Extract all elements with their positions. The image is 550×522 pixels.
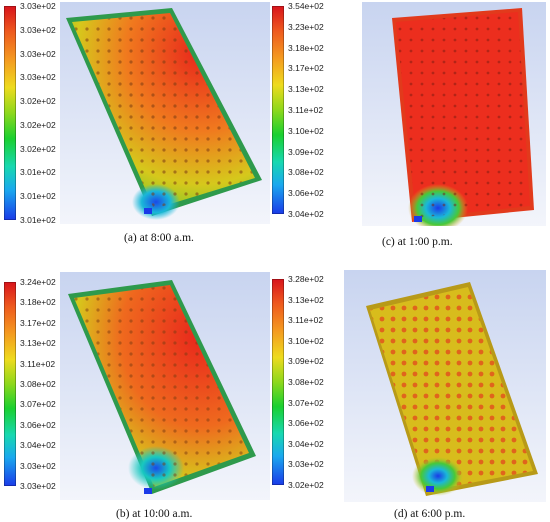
legend-label: 3.06e+02 (288, 188, 324, 199)
color-scale-bar (4, 6, 16, 220)
legend-label: 3.06e+02 (20, 419, 56, 430)
legend-label: 3.24e+02 (20, 277, 56, 287)
legend-label: 3.01e+02 (20, 215, 56, 225)
legend-label: 3.04e+02 (288, 209, 324, 219)
legend-label: 3.28e+02 (288, 274, 324, 284)
legend-label: 3.18e+02 (288, 42, 324, 53)
legend-label: 3.18e+02 (20, 297, 56, 308)
legend-labels: 3.03e+02 3.03e+02 3.03e+02 3.03e+02 3.02… (20, 1, 72, 225)
legend-c: 3.54e+02 3.23e+02 3.18e+02 3.17e+02 3.13… (272, 1, 340, 219)
legend-label: 3.04e+02 (20, 440, 56, 451)
legend-label: 3.13e+02 (288, 294, 324, 305)
color-scale-bar (272, 279, 284, 485)
legend-label: 3.03e+02 (20, 24, 56, 35)
caption-d: (d) at 6:00 p.m. (394, 508, 466, 520)
legend-label: 3.11e+02 (288, 315, 324, 326)
legend-label: 3.11e+02 (288, 105, 324, 115)
legend-label: 3.01e+02 (20, 167, 56, 178)
legend-label: 3.06e+02 (288, 418, 324, 429)
legend-label: 3.03e+02 (288, 459, 324, 470)
color-scale-bar (4, 282, 16, 486)
legend-labels: 3.54e+02 3.23e+02 3.18e+02 3.17e+02 3.13… (288, 1, 340, 219)
legend-label: 3.11e+02 (20, 358, 56, 369)
legend-a: 3.03e+02 3.03e+02 3.03e+02 3.03e+02 3.02… (4, 1, 72, 225)
legend-labels: 3.28e+02 3.13e+02 3.11e+02 3.10e+02 3.09… (288, 274, 340, 490)
caption-c: (c) at 1:00 p.m. (382, 236, 453, 248)
legend-label: 3.54e+02 (288, 1, 324, 11)
legend-label: 3.09e+02 (288, 356, 324, 367)
legend-label: 3.09e+02 (288, 146, 324, 157)
legend-label: 3.02e+02 (20, 96, 56, 107)
legend-label: 3.04e+02 (288, 438, 324, 449)
legend-label: 3.03e+02 (20, 48, 56, 59)
collector-panel-d (344, 270, 546, 502)
legend-label: 3.08e+02 (288, 377, 324, 387)
caption-a: (a) at 8:00 a.m. (124, 232, 194, 244)
legend-label: 3.02e+02 (20, 143, 56, 154)
collector-panel-a (60, 2, 270, 224)
legend-label: 3.08e+02 (288, 167, 324, 178)
legend-label: 3.23e+02 (288, 21, 324, 32)
legend-b: 3.24e+02 3.18e+02 3.17e+02 3.13e+02 3.11… (4, 277, 72, 491)
legend-d: 3.28e+02 3.13e+02 3.11e+02 3.10e+02 3.09… (272, 274, 340, 490)
legend-label: 3.10e+02 (288, 125, 324, 136)
legend-label: 3.03e+02 (20, 1, 56, 11)
color-scale-bar (272, 6, 284, 214)
collector-panel-c (362, 2, 546, 226)
legend-labels: 3.24e+02 3.18e+02 3.17e+02 3.13e+02 3.11… (20, 277, 72, 491)
legend-label: 3.01e+02 (20, 191, 56, 202)
collector-panel-b (60, 272, 270, 500)
legend-label: 3.13e+02 (288, 84, 324, 95)
legend-label: 3.07e+02 (288, 397, 324, 408)
legend-label: 3.17e+02 (20, 317, 56, 328)
caption-b: (b) at 10:00 a.m. (116, 508, 193, 520)
legend-label: 3.03e+02 (20, 72, 56, 83)
legend-label: 3.17e+02 (288, 63, 324, 74)
legend-label: 3.08e+02 (20, 379, 56, 389)
legend-label: 3.03e+02 (20, 460, 56, 471)
legend-label: 3.02e+02 (288, 480, 324, 490)
legend-label: 3.03e+02 (20, 481, 56, 491)
legend-label: 3.07e+02 (20, 399, 56, 410)
legend-label: 3.02e+02 (20, 119, 56, 130)
legend-label: 3.13e+02 (20, 338, 56, 349)
legend-label: 3.10e+02 (288, 335, 324, 346)
